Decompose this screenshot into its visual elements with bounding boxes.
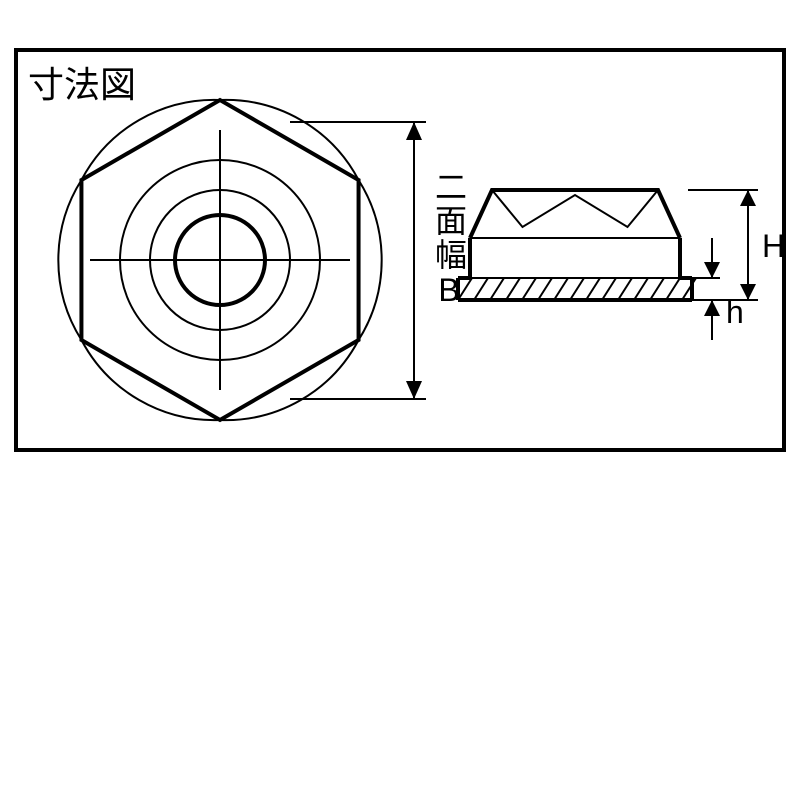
diagram-title: 寸法図 (28, 56, 136, 108)
dim-label-B: 二面幅B (426, 170, 472, 310)
dim-label-H: H (762, 228, 785, 265)
dim-label-h: h (726, 294, 744, 331)
diagram-svg (0, 0, 800, 800)
diagram-stage: 寸法図 二面幅B H h (0, 0, 800, 800)
